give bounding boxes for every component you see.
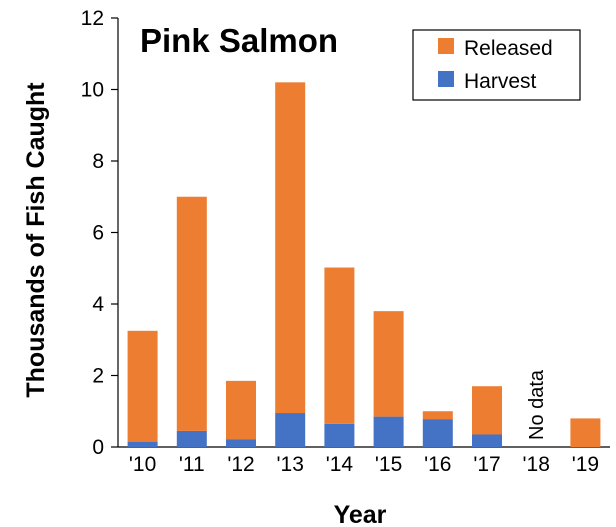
- bar-harvest: [275, 413, 306, 447]
- bar-released: [422, 411, 453, 420]
- legend: Released Harvest: [412, 29, 581, 101]
- y-tick-label: 8: [92, 150, 104, 173]
- bar-harvest: [226, 439, 256, 447]
- no-data-annotation: No data: [526, 369, 548, 440]
- x-tick-label: '11: [179, 453, 205, 476]
- x-tick-label: '10: [129, 453, 156, 476]
- legend-swatch-released: [438, 38, 454, 54]
- bar-released: [176, 196, 207, 431]
- legend-label-released: Released: [464, 37, 553, 60]
- x-axis-title: Year: [334, 501, 387, 527]
- x-tick-label: '16: [424, 453, 451, 476]
- y-tick-label: 2: [92, 365, 104, 388]
- chart-title: Pink Salmon: [140, 22, 338, 59]
- x-tick-label: '18: [523, 453, 550, 476]
- bars: [127, 82, 601, 447]
- x-tick-label: '12: [227, 453, 254, 476]
- bar-harvest: [373, 416, 404, 447]
- y-tick-label: 10: [81, 79, 104, 102]
- y-tick-label: 6: [92, 222, 104, 245]
- x-tick-label: '17: [473, 453, 500, 476]
- bar-released: [472, 386, 502, 435]
- bar-released: [127, 330, 158, 442]
- bar-released: [324, 267, 355, 424]
- bar-released: [570, 418, 601, 447]
- legend-swatch-harvest: [438, 71, 454, 87]
- bar-harvest: [422, 419, 453, 447]
- bar-harvest: [324, 423, 355, 447]
- bar-released: [226, 380, 256, 440]
- bar-released: [373, 311, 404, 417]
- y-tick-labels: 0 2 4 6 8 10 12: [81, 7, 105, 459]
- bar-harvest: [472, 434, 502, 447]
- bar-released: [275, 82, 306, 414]
- y-tick-label: 4: [92, 293, 104, 316]
- bar-harvest: [176, 430, 207, 447]
- x-tick-label: '14: [326, 453, 354, 476]
- legend-label-harvest: Harvest: [464, 70, 537, 93]
- y-axis-title: Thousands of Fish Caught: [22, 82, 50, 398]
- y-tick-label: 0: [92, 436, 104, 459]
- x-tick-labels: '10 '11 '12 '13 '14 '15 '16 '17 '18 '19: [129, 453, 599, 476]
- x-tick-label: '13: [277, 453, 304, 476]
- y-tick-label: 12: [81, 7, 104, 30]
- bar-harvest: [127, 441, 158, 447]
- x-tick-label: '15: [375, 453, 402, 476]
- x-tick-label: '19: [572, 453, 599, 476]
